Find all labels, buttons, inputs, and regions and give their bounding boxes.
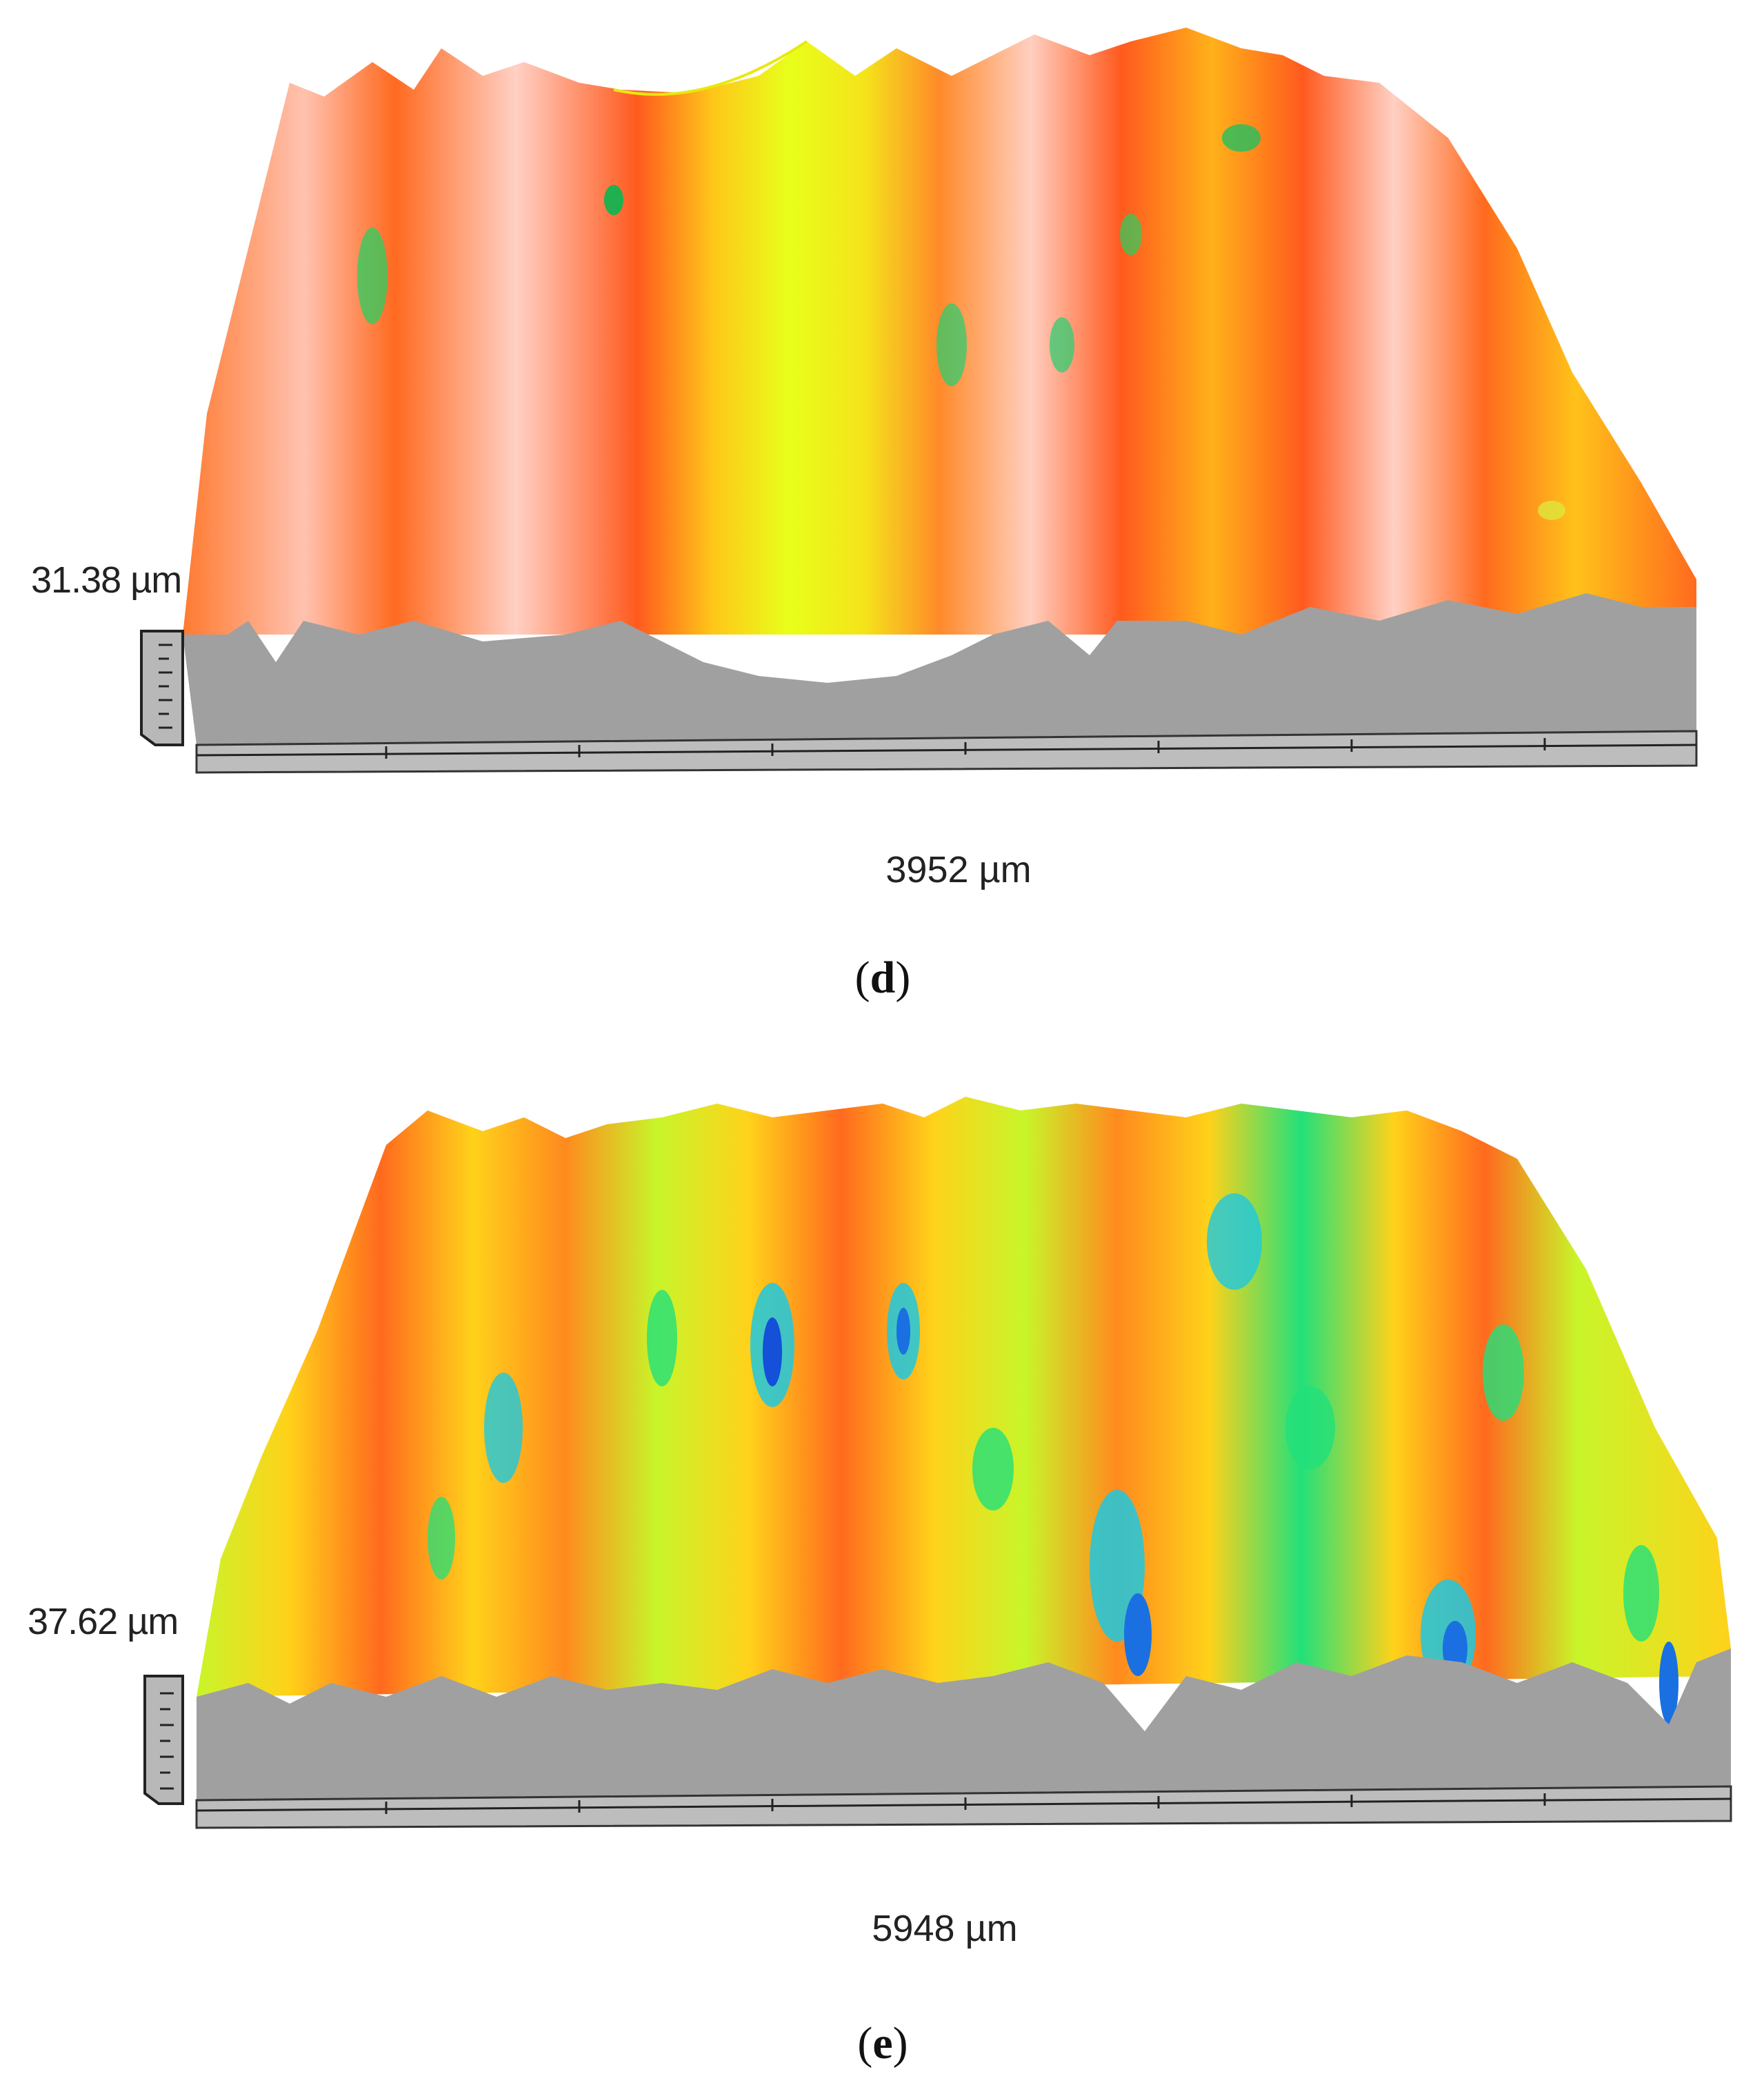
caption-letter: d	[870, 953, 896, 1003]
surface-e-base	[197, 1648, 1731, 1800]
caption-open-paren: (	[857, 2018, 873, 2069]
surface-d-dip	[1538, 501, 1565, 520]
surface-e-base-bottom	[195, 1785, 1732, 1829]
caption-letter: e	[872, 2018, 893, 2069]
z-scale-ticks-d	[159, 644, 172, 729]
surface-e-top	[197, 1097, 1731, 1697]
x-scale-ticks-e	[196, 1793, 1732, 1814]
panel-caption-e: (e)	[745, 2017, 1021, 2070]
z-scale-ticks-e	[160, 1692, 174, 1790]
surface-d-dip	[1120, 214, 1142, 255]
panel-caption-d: (d)	[745, 952, 1021, 1004]
z-scale-label-e: 37.62 µm	[28, 1601, 179, 1642]
x-length-label-d: 3952 µm	[885, 849, 1032, 890]
x-length-label-e: 5948 µm	[872, 1908, 1018, 1949]
surface-d-base	[183, 593, 1696, 745]
surface-d-dip	[604, 185, 623, 215]
caption-close-paren: )	[892, 2018, 908, 2069]
surface-d-groove-edge	[613, 40, 808, 96]
surface-d-dip	[1050, 317, 1074, 372]
z-scale-label-d: 31.38 µm	[31, 559, 182, 601]
surface-panel-e: 37.62 µm 5948 µm (e)	[0, 1042, 1764, 2083]
surface-panel-d: 31.38 µm 3952 µm (d)	[0, 0, 1764, 1021]
surface-d-dip	[936, 303, 967, 386]
caption-close-paren: )	[895, 953, 911, 1003]
surface-3d-plot-e	[143, 1097, 1732, 1829]
surface-d-dip	[1222, 124, 1261, 152]
surface-d-base-bottom	[195, 730, 1698, 774]
caption-open-paren: (	[854, 953, 870, 1003]
z-scale-ruler-d	[140, 630, 184, 746]
x-scale-ticks-d	[196, 738, 1697, 759]
surface-3d-plot-d	[140, 28, 1698, 774]
surface-d-dip	[357, 228, 388, 324]
